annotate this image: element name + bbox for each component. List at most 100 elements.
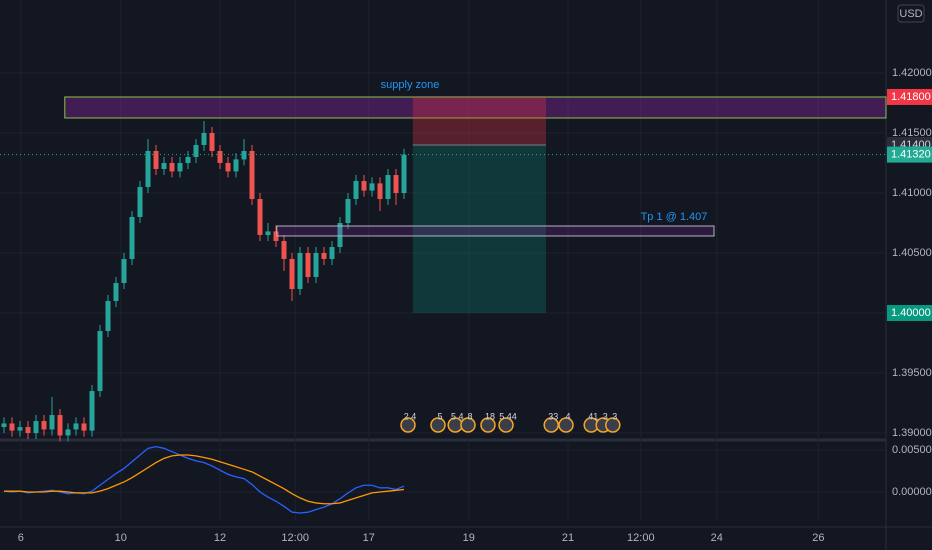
candle-body (145, 150, 151, 187)
event-icon (430, 417, 446, 433)
candle-body (313, 253, 319, 278)
y-tick-label: 0.00500 (892, 444, 932, 456)
y-tick-label: 1.39000 (892, 427, 932, 439)
y-tick-label: 0.00000 (892, 486, 932, 498)
candle-body (321, 253, 327, 260)
candle-body (385, 174, 391, 199)
event-icon (558, 417, 574, 433)
macd-line (4, 454, 405, 505)
candle-body (233, 159, 239, 172)
price-tag (887, 305, 932, 322)
x-tick-label: 21 (562, 532, 574, 544)
candle-body (217, 150, 223, 163)
event-label: 5 (437, 411, 442, 421)
candle-body (305, 253, 311, 278)
supply-zone (64, 96, 887, 119)
candle-body (345, 198, 351, 224)
candle-body (249, 150, 255, 199)
candle-body (201, 132, 207, 145)
candle-body (89, 391, 95, 431)
supply-zone-label: supply zone (381, 79, 440, 91)
event-icon (400, 417, 416, 433)
candle-body (393, 174, 399, 193)
event-label: 2 4 (404, 411, 417, 421)
candle-body (33, 421, 39, 434)
y-tick-label: 1.39500 (892, 367, 932, 379)
candle-body (377, 183, 383, 199)
candle-body (329, 247, 335, 260)
event-label: 3 (603, 411, 608, 421)
candle-body (73, 423, 79, 430)
candle-body (185, 156, 191, 163)
target-zone (412, 144, 546, 314)
candle-body (281, 241, 287, 260)
event-label: 33 (548, 411, 558, 421)
price-tag (887, 146, 932, 163)
candle-body (193, 144, 199, 157)
candle-body (17, 427, 23, 431)
candle-body (65, 429, 71, 436)
candle-body (97, 331, 103, 392)
currency-button[interactable] (897, 4, 925, 23)
candle-body (161, 162, 167, 169)
candle-body (41, 421, 47, 430)
candle-body (273, 231, 279, 242)
candle-body (169, 162, 175, 172)
candle-body (153, 150, 159, 169)
plot (1, 120, 407, 442)
x-tick-label: 12 (214, 532, 226, 544)
candle-body (241, 150, 247, 160)
event-label: 4 (565, 411, 570, 421)
candle-body (297, 253, 303, 290)
candle-body (401, 154, 407, 193)
event-label: 41 (588, 411, 598, 421)
stop-zone (412, 96, 546, 145)
event-icon (480, 417, 496, 433)
currency: USD (899, 8, 922, 20)
candle-body (57, 415, 63, 436)
price-tag-label: 1.41320 (891, 148, 931, 160)
event-label: 5 44 (499, 411, 517, 421)
event-label: 8 (467, 411, 472, 421)
candle-body (353, 180, 359, 199)
candle-body (121, 259, 127, 284)
event-icon (605, 417, 621, 433)
candle-body (49, 415, 55, 430)
event-icon (543, 417, 559, 433)
x-tick-label: 19 (463, 532, 475, 544)
candle-body (361, 180, 367, 191)
candle-body (137, 186, 143, 217)
x-tick-label: 6 (18, 532, 24, 544)
y-tick-label: 1.40500 (892, 247, 932, 259)
x-tick-label: 17 (363, 532, 375, 544)
candle-body (1, 423, 7, 428)
candle-body (289, 259, 295, 290)
x-tick-label: 26 (812, 532, 824, 544)
tp-zone (276, 225, 715, 237)
event-icon (498, 417, 514, 433)
x-tick-label: 10 (115, 532, 127, 544)
macd-line (3, 445, 405, 514)
candle-body (129, 216, 135, 260)
candle-body (113, 283, 119, 302)
grid (0, 0, 886, 520)
x-tick-label: 24 (711, 532, 723, 544)
price-tag-label: 1.41800 (891, 91, 931, 103)
candle-body (105, 301, 111, 332)
candle-body (257, 198, 263, 236)
candle-body (81, 423, 87, 431)
price-tag-label: 1.40000 (891, 307, 931, 319)
candle-body (209, 132, 215, 151)
y-tick-label: 1.41500 (892, 127, 932, 139)
event-label: 5 4 (451, 411, 464, 421)
x-tick-label: 12:00 (627, 532, 655, 544)
x-tick-label: 12:00 (281, 532, 309, 544)
y-tick-label: 1.41000 (892, 187, 932, 199)
candle-body (9, 423, 15, 431)
candle-body (225, 162, 231, 172)
candle-body (265, 231, 271, 236)
candle-body (337, 223, 343, 248)
tp-zone-label: Tp 1 @ 1.407 (641, 211, 708, 223)
